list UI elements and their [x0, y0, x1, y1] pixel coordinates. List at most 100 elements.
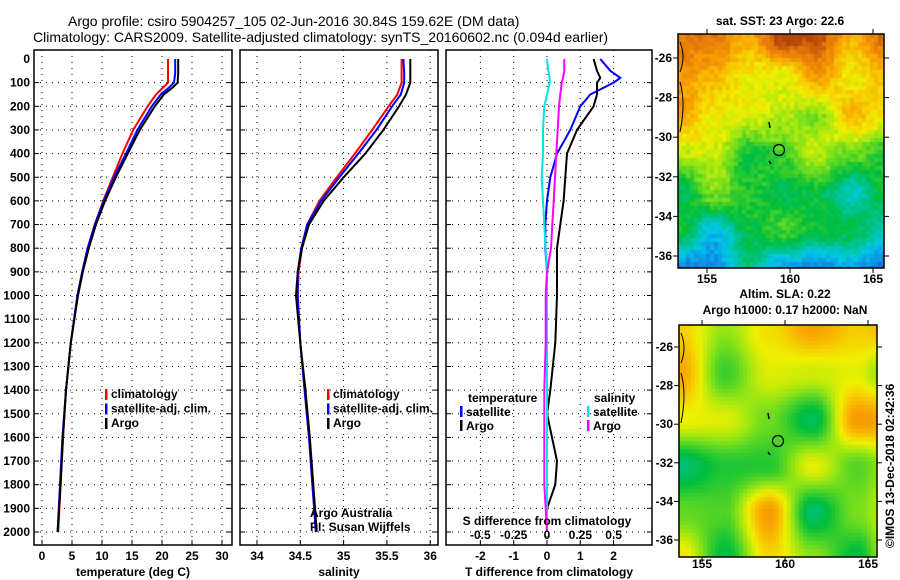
plot-frame: [239, 49, 439, 546]
plot-frame: [33, 49, 233, 546]
sst-map: [678, 34, 884, 268]
legend-swatch: [105, 389, 108, 400]
series-line-s-argo: [543, 59, 566, 533]
x-tick-label: -1: [508, 549, 519, 563]
lon-tick-label: 165: [863, 272, 883, 286]
plot-frame: [445, 49, 653, 546]
lon-tick-label: 160: [775, 557, 795, 571]
series-line-argo: [294, 59, 412, 533]
y-tick-label: 300: [10, 123, 30, 137]
y-tick-label: 1500: [3, 407, 30, 421]
x-tick-label: 35.5: [375, 549, 399, 563]
x-tick-label: 0: [544, 549, 551, 563]
map-frame: [677, 33, 885, 269]
sst-map-title: sat. SST: 23 Argo: 22.6: [716, 14, 845, 28]
s-tick-label: 0.25: [569, 528, 593, 542]
y-tick-label: 1700: [3, 454, 30, 468]
x-tick-label: 30: [215, 549, 229, 563]
title-line1: Argo profile: csiro 5904257_105 02-Jun-2…: [68, 13, 519, 29]
y-tick-label: 2000: [3, 525, 30, 539]
title-line2: Climatology: CARS2009. Satellite-adjuste…: [33, 29, 608, 45]
lat-tick-label: -34: [656, 494, 674, 508]
x-axis-label: temperature (deg C): [76, 565, 190, 579]
legend-swatch: [327, 418, 330, 429]
sla-map-title: Altim. SLA: 0.22: [739, 287, 831, 301]
y-tick-label: 1400: [3, 383, 30, 397]
y-tick-label: 1100: [4, 312, 30, 326]
y-tick-label: 100: [10, 76, 30, 90]
s-axis-label: S difference from climatology: [463, 514, 632, 528]
sla-map: [679, 325, 877, 557]
x-tick-label: 25: [185, 549, 199, 563]
lat-tick-label: -32: [655, 170, 673, 184]
y-tick-label: 700: [10, 218, 30, 232]
lat-tick-label: -36: [655, 249, 673, 263]
series-line-s-satellite: [540, 58, 551, 532]
x-tick-label: 35: [337, 549, 351, 563]
annotation-argo-australia: Argo Australia: [310, 506, 393, 520]
lon-tick-label: 165: [858, 557, 878, 571]
legend-label: Argo: [593, 419, 621, 433]
y-tick-label: 1900: [3, 501, 30, 515]
y-tick-label: 800: [10, 241, 30, 255]
legend-swatch: [327, 389, 330, 400]
x-tick-label: 15: [125, 549, 139, 563]
x-tick-label: 34.5: [289, 549, 313, 563]
series-line-satellite-adj-clim-: [56, 59, 177, 533]
x-axis-label: salinity: [318, 565, 360, 579]
x-tick-label: -2: [475, 549, 486, 563]
s-tick-label: 0: [544, 528, 551, 542]
series-line-climatology: [57, 59, 169, 533]
y-tick-label: 500: [10, 170, 30, 184]
x-tick-label: 1: [577, 549, 584, 563]
x-tick-label: 36: [424, 549, 438, 563]
x-axis-label: T difference from climatology: [465, 565, 633, 579]
legend-swatch: [460, 406, 463, 417]
legend-label: satellite: [466, 405, 511, 419]
lat-tick-label: -28: [656, 379, 674, 393]
s-tick-label: 0.5: [605, 528, 622, 542]
lat-tick-label: -28: [655, 91, 673, 105]
y-tick-label: 400: [10, 147, 30, 161]
y-tick-label: 600: [10, 194, 30, 208]
legend-title-temperature: temperature: [468, 391, 538, 405]
legend-label: climatology: [111, 387, 178, 401]
y-tick-label: 1300: [3, 359, 30, 373]
sla-map-subtitle: Argo h1000: 0.17 h2000: NaN: [703, 303, 868, 317]
annotation-pi: PI: Susan Wijffels: [310, 520, 411, 534]
series-line-argo: [56, 59, 180, 533]
x-tick-label: 0: [39, 549, 46, 563]
coastline: [679, 41, 684, 133]
map-frame: [678, 324, 878, 558]
island-outline: [768, 121, 772, 165]
x-tick-label: 10: [95, 549, 109, 563]
argo-location-marker: [772, 143, 786, 157]
lat-tick-label: -26: [656, 340, 674, 354]
argo-location-marker: [771, 434, 785, 448]
x-tick-label: 5: [69, 549, 76, 563]
series-line-t-argo: [545, 58, 602, 532]
legend-title-salinity: salinity: [594, 391, 636, 405]
legend-swatch: [105, 403, 108, 415]
y-tick-label: 1600: [3, 430, 30, 444]
series-line-satellite-adj-clim-: [296, 58, 406, 533]
lon-tick-label: 155: [697, 272, 717, 286]
legend-label: climatology: [333, 387, 400, 401]
legend-swatch: [587, 406, 590, 417]
legend-label: Argo: [333, 416, 361, 430]
lon-tick-label: 160: [780, 272, 800, 286]
island-outline: [767, 412, 771, 456]
y-tick-label: 1000: [3, 289, 30, 303]
s-tick-label: -0.25: [500, 528, 528, 542]
y-tick-label: 1800: [3, 478, 30, 492]
x-tick-label: 2: [610, 549, 617, 563]
legend-label: Argo: [466, 419, 494, 433]
legend-swatch: [327, 403, 330, 415]
legend-label: satellite: [593, 405, 638, 419]
coastline: [680, 332, 685, 424]
lat-tick-label: -26: [655, 51, 673, 65]
lat-tick-label: -32: [656, 456, 674, 470]
lat-tick-label: -34: [655, 209, 673, 223]
